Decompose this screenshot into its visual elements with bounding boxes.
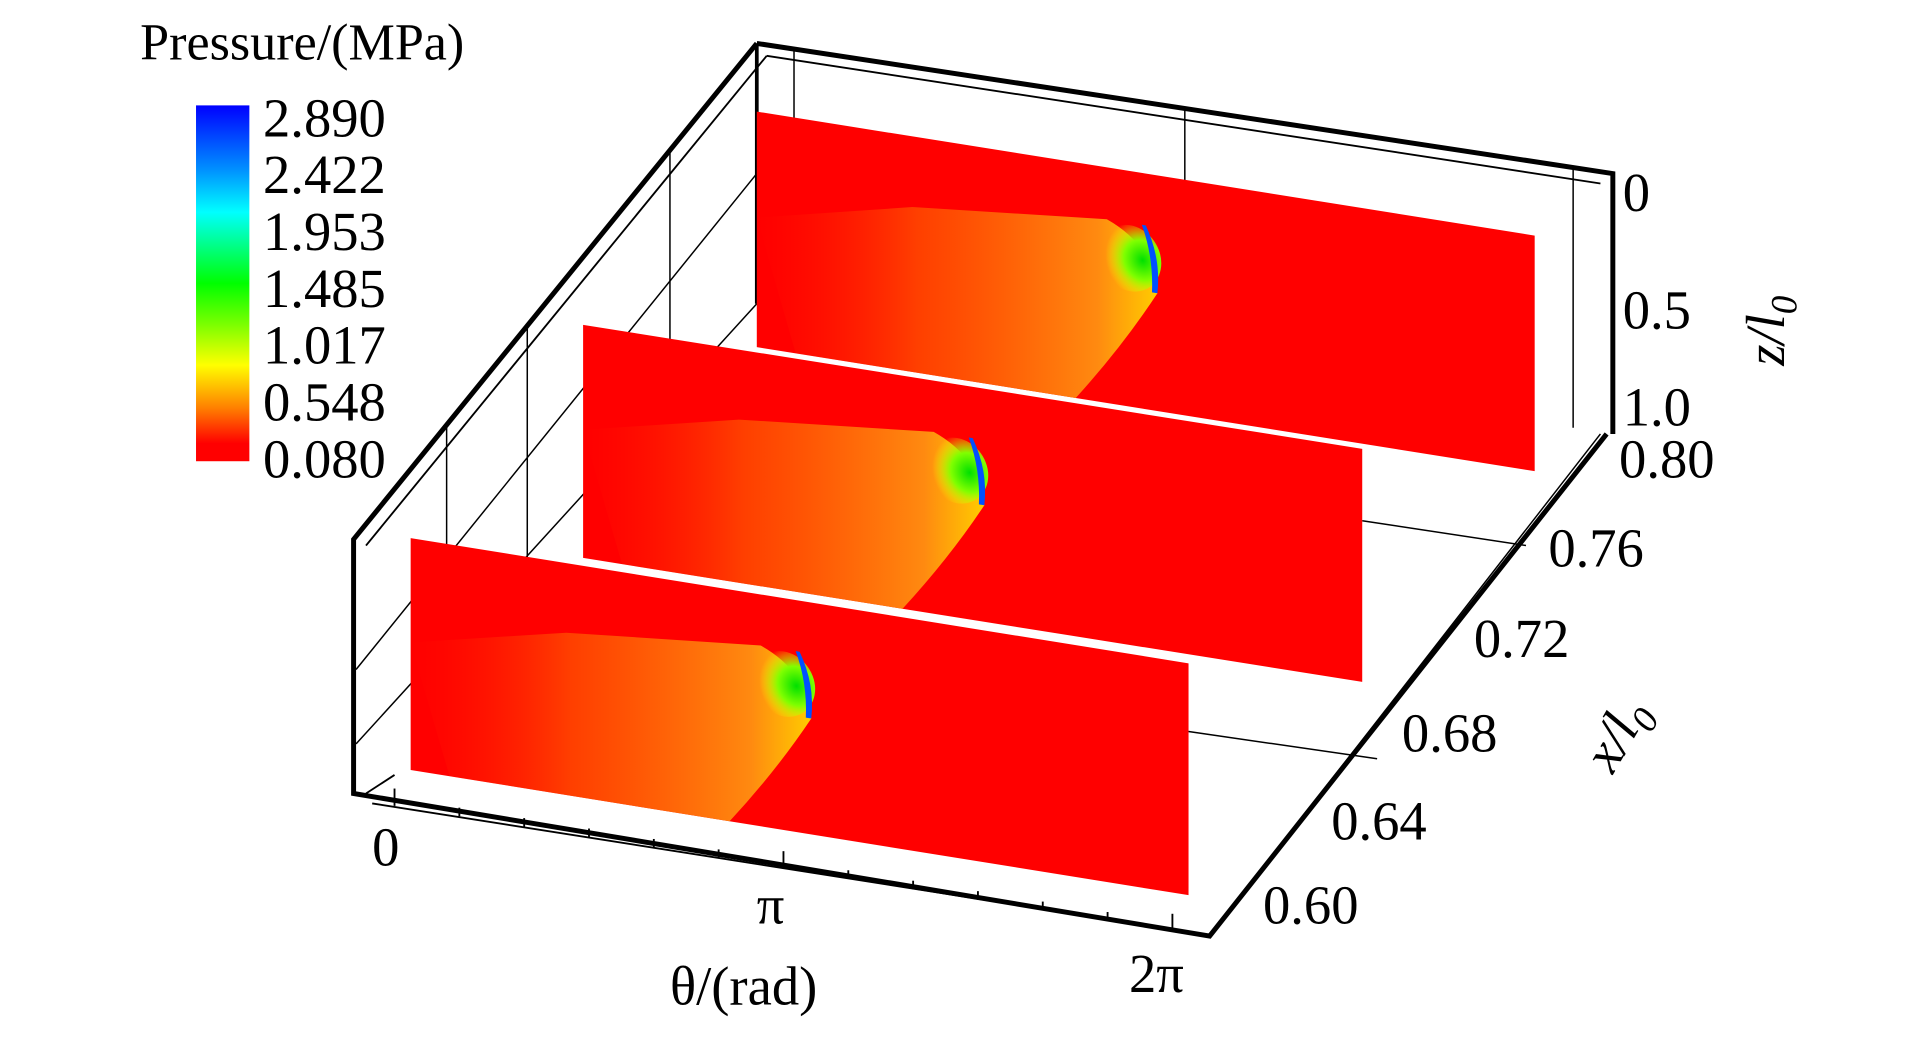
- axis-box-front: [351, 41, 1609, 939]
- theta-tick-0: 0: [372, 816, 399, 877]
- colorbar-tick-label: 2.890: [263, 87, 386, 148]
- colorbar-tick-label: 1.485: [263, 258, 386, 319]
- colorbar: [196, 105, 250, 462]
- x-axis-label: x/l0: [1570, 687, 1668, 787]
- x-tick: 0.68: [1402, 702, 1498, 763]
- colorbar-tick-label: 0.548: [263, 372, 386, 433]
- z-tick: 0.5: [1623, 280, 1691, 341]
- colorbar-tick-label: 2.422: [263, 144, 386, 205]
- z-axis-label: z/l0: [1735, 295, 1805, 367]
- colorbar-tick-label: 1.953: [263, 201, 386, 262]
- colorbar-tick-label: 0.080: [263, 428, 386, 489]
- z-tick: 0: [1623, 162, 1650, 223]
- x-tick: 0.60: [1263, 875, 1359, 936]
- x-tick: 0.72: [1474, 608, 1570, 669]
- colorbar-tick-label: 1.017: [263, 315, 386, 376]
- theta-tick-2pi: 2π: [1129, 943, 1184, 1004]
- x-tick: 0.80: [1619, 428, 1715, 489]
- z-tick: 1.0: [1623, 376, 1691, 437]
- theta-tick-pi: π: [757, 875, 785, 936]
- colorbar-title: Pressure/(MPa): [140, 15, 464, 72]
- x-tick: 0.76: [1548, 518, 1644, 579]
- theta-axis-label: θ/(rad): [670, 955, 817, 1016]
- x-tick: 0.64: [1331, 790, 1427, 851]
